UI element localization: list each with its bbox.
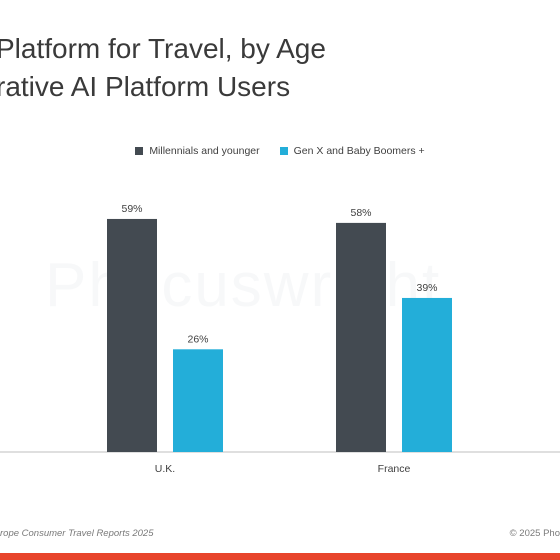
legend-swatch-series-2 — [279, 147, 288, 155]
bar-france-series-2 — [402, 297, 452, 452]
footer-copyright: © 2025 Pho — [509, 528, 560, 539]
x-tick-label: France — [378, 463, 411, 475]
data-label: 58% — [350, 207, 371, 219]
bar-france-series-1 — [336, 222, 386, 452]
legend-label-series-1: Millennials and younger — [149, 145, 260, 157]
bar-uk-series-1 — [107, 218, 157, 452]
data-label: 39% — [416, 282, 437, 294]
data-label: 59% — [121, 203, 142, 215]
legend-item-series-2: Gen X and Baby Boomers + — [279, 145, 425, 157]
title-line-2: rative AI Platform Users — [0, 71, 291, 102]
bar-uk-series-2 — [173, 349, 223, 452]
bottom-accent-bar — [0, 553, 560, 560]
x-tick-label: U.K. — [155, 463, 175, 475]
footer-source: rope Consumer Travel Reports 2025 — [0, 528, 154, 539]
legend: Millennials and younger Gen X and Baby B… — [0, 145, 560, 157]
legend-label-series-2: Gen X and Baby Boomers + — [293, 145, 425, 157]
legend-item-series-1: Millennials and younger — [135, 145, 260, 157]
data-label: 26% — [187, 333, 208, 345]
title-line-1: Platform for Travel, by Age — [0, 33, 326, 64]
chart-title: Platform for Travel, by Age rative AI Pl… — [0, 30, 560, 106]
legend-swatch-series-1 — [135, 147, 144, 155]
